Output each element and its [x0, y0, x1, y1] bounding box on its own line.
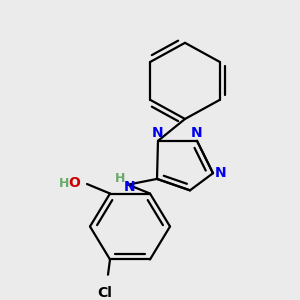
Text: N: N: [152, 126, 164, 140]
Text: N: N: [124, 179, 136, 194]
Text: H: H: [115, 172, 125, 185]
Text: N: N: [191, 126, 203, 140]
Text: H: H: [58, 177, 69, 190]
Text: N: N: [215, 166, 226, 180]
Text: Cl: Cl: [98, 286, 112, 300]
Text: O: O: [68, 176, 80, 190]
